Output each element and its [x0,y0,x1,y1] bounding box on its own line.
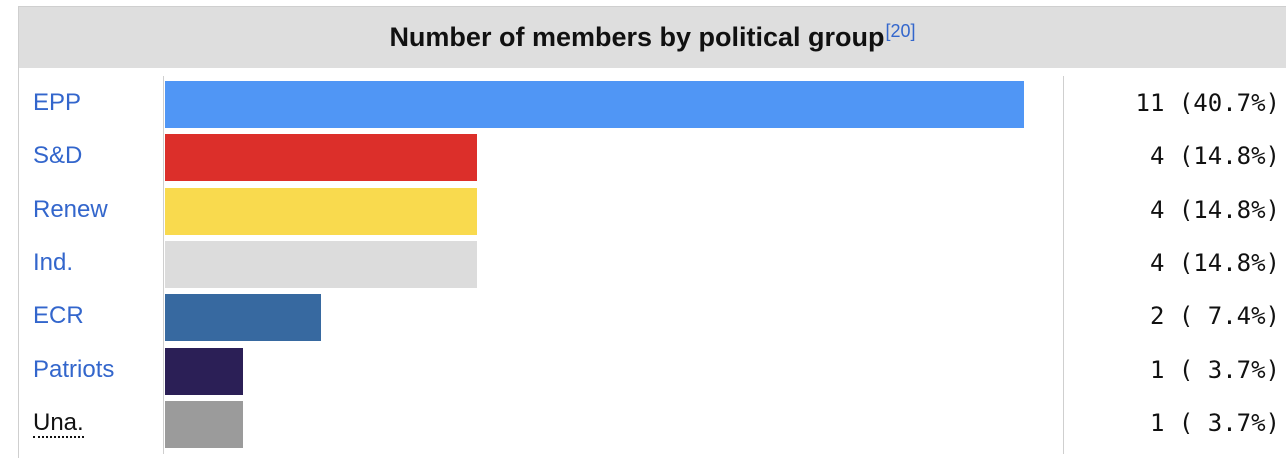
axis-line-left [163,76,164,454]
value-label-epp: 11 (40.7%) [1080,80,1280,126]
value-label-una: 1 ( 3.7%) [1080,400,1280,446]
category-label-una[interactable]: Una. [33,400,84,446]
value-label-ecr: 2 ( 7.4%) [1080,293,1280,339]
category-label-patriots[interactable]: Patriots [33,347,114,393]
category-label-text[interactable]: Una. [33,409,84,438]
bar-epp [165,81,1024,128]
value-label-renew: 4 (14.8%) [1080,187,1280,233]
axis-line-right [1063,76,1064,454]
chart-title-bar: Number of members by political group [20] [19,7,1286,68]
category-label-s-d[interactable]: S&D [33,133,82,179]
bar-ind [165,241,477,288]
value-label-patriots: 1 ( 3.7%) [1080,347,1280,393]
category-label-ind[interactable]: Ind. [33,240,73,286]
value-label-s-d: 4 (14.8%) [1080,133,1280,179]
bar-una [165,401,243,448]
bar-renew [165,188,477,235]
chart-title: Number of members by political group [389,22,884,53]
bar-s-d [165,134,477,181]
reference-link[interactable]: [20] [886,21,916,42]
bar-ecr [165,294,321,341]
bar-patriots [165,348,243,395]
value-label-ind: 4 (14.8%) [1080,240,1280,286]
category-label-renew[interactable]: Renew [33,187,108,233]
category-label-ecr[interactable]: ECR [33,293,84,339]
category-label-epp[interactable]: EPP [33,80,81,126]
